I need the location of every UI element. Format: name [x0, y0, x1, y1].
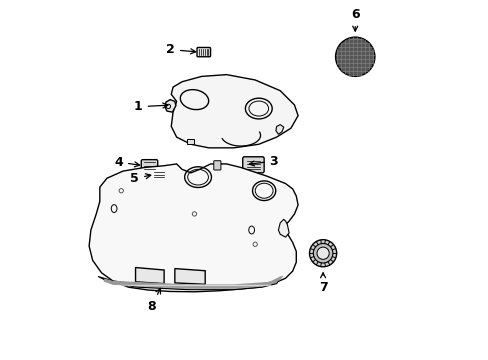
Text: 5: 5: [130, 172, 150, 185]
Text: 2: 2: [166, 43, 195, 56]
Polygon shape: [98, 276, 280, 290]
Polygon shape: [275, 125, 283, 134]
Circle shape: [335, 37, 374, 76]
Circle shape: [316, 247, 328, 259]
Text: 3: 3: [249, 154, 278, 167]
Polygon shape: [171, 75, 298, 148]
Polygon shape: [278, 219, 288, 237]
FancyBboxPatch shape: [213, 161, 221, 170]
Polygon shape: [187, 139, 194, 144]
Circle shape: [313, 243, 332, 263]
Polygon shape: [135, 267, 164, 284]
Text: 8: 8: [147, 288, 160, 313]
Polygon shape: [89, 164, 298, 292]
Text: 7: 7: [318, 273, 327, 294]
Polygon shape: [103, 276, 283, 288]
Circle shape: [309, 240, 336, 267]
FancyBboxPatch shape: [197, 48, 210, 57]
Polygon shape: [165, 100, 176, 112]
Polygon shape: [175, 269, 205, 284]
FancyBboxPatch shape: [242, 157, 264, 173]
Text: 6: 6: [350, 8, 359, 31]
FancyBboxPatch shape: [141, 159, 157, 172]
FancyBboxPatch shape: [152, 169, 166, 180]
Text: 4: 4: [114, 156, 140, 168]
Text: 1: 1: [134, 100, 167, 113]
